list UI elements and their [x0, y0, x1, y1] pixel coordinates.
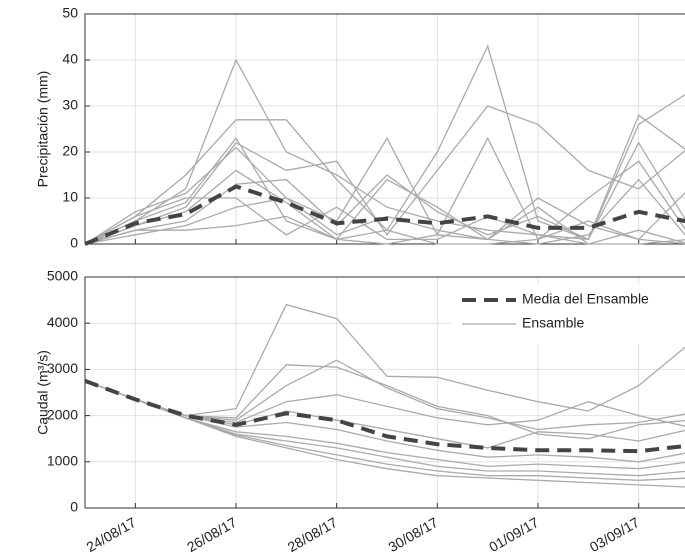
- ensemble-line: [84, 364, 685, 440]
- ensemble-line: [84, 141, 685, 245]
- y-tick-label: 3000: [47, 360, 78, 376]
- ensemble-line: [84, 169, 685, 245]
- ensemble-line: [84, 137, 685, 245]
- ensemble-line: [84, 380, 685, 427]
- mean-line: [84, 379, 685, 454]
- axis-frame: [84, 13, 685, 245]
- ensemble-line: [84, 197, 685, 245]
- y-tick-label: 1000: [47, 453, 78, 469]
- x-tick-label: 26/08/17: [184, 514, 239, 555]
- x-tick-label: 24/08/17: [83, 514, 138, 555]
- y-tick-label: 30: [62, 97, 78, 113]
- legend-box: [452, 284, 685, 344]
- y-tick-label: 40: [62, 51, 78, 67]
- ensemble-line: [84, 105, 685, 245]
- y-tick-label: 2000: [47, 406, 78, 422]
- mean-line: [84, 184, 685, 246]
- y-axis-label: Precipitación (mm): [35, 71, 51, 188]
- x-tick-label: 03/09/17: [587, 514, 642, 555]
- y-tick-label: 50: [62, 5, 78, 21]
- y-tick-label: 10: [62, 189, 78, 205]
- ensemble-line: [84, 380, 685, 481]
- ensemble-line: [84, 178, 685, 245]
- y-axis-label: Caudal (m³/s): [35, 350, 51, 435]
- x-tick-label: 01/09/17: [486, 514, 541, 555]
- ensemble-line: [84, 136, 685, 245]
- y-tick-label: 20: [62, 143, 78, 159]
- y-tick-label: 5000: [47, 268, 78, 284]
- axis-frame: [84, 276, 685, 509]
- legend-label: Media del Ensamble: [522, 291, 649, 307]
- x-tick-label: 30/08/17: [385, 514, 440, 555]
- y-tick-label: 0: [70, 235, 78, 251]
- ensemble-line: [84, 215, 685, 245]
- y-tick-label: 4000: [47, 314, 78, 330]
- ensemble-line: [84, 380, 685, 463]
- y-tick-label: 0: [70, 499, 78, 515]
- x-tick-label: 28/08/17: [285, 514, 340, 555]
- ensemble-line: [84, 380, 685, 488]
- ensemble-line: [84, 359, 685, 431]
- legend-label: Ensamble: [522, 315, 584, 331]
